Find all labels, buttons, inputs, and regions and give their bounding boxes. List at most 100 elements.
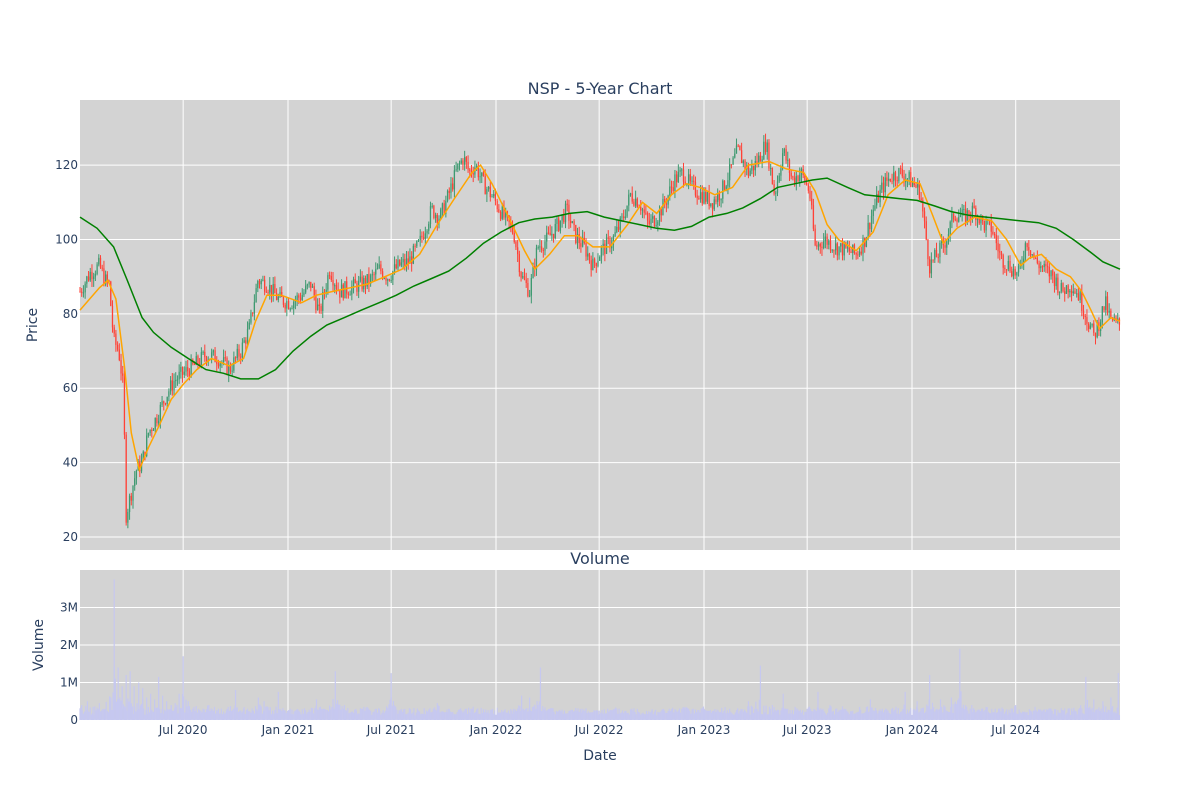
- candle-body: [397, 259, 399, 269]
- candle-body: [1040, 266, 1042, 269]
- candle-body: [103, 268, 105, 285]
- candle-body: [674, 174, 676, 191]
- candle-body: [525, 279, 527, 284]
- volume-bar: [251, 708, 253, 720]
- candle-body: [222, 357, 225, 363]
- volume-bar: [495, 714, 497, 720]
- volume-bar: [504, 709, 506, 720]
- volume-bar: [414, 715, 416, 720]
- volume-bar: [417, 710, 420, 720]
- candle-body: [240, 356, 242, 358]
- volume-bar: [1068, 708, 1070, 720]
- candle-body: [756, 161, 758, 165]
- volume-bar: [947, 711, 950, 720]
- candle-body: [718, 193, 721, 201]
- volume-bar: [416, 708, 418, 720]
- candle-body: [1007, 260, 1009, 270]
- volume-bar: [800, 712, 803, 720]
- price-plot-area[interactable]: [80, 100, 1120, 550]
- volume-bar: [1106, 712, 1108, 720]
- volume-bar: [398, 710, 400, 720]
- volume-bar: [943, 705, 945, 720]
- candle-body: [636, 198, 638, 207]
- volume-bar: [969, 708, 971, 720]
- candle-body: [823, 241, 825, 249]
- volume-bar: [715, 711, 717, 720]
- candle-body: [833, 250, 835, 252]
- candle-body: [652, 216, 654, 219]
- volume-bar: [709, 710, 711, 720]
- volume-bar: [939, 699, 942, 720]
- volume-bar: [1070, 708, 1073, 720]
- candle-body: [301, 295, 303, 301]
- volume-bar: [1066, 712, 1068, 720]
- candle-body: [811, 198, 813, 206]
- candle-body: [458, 163, 461, 165]
- candle-body: [646, 213, 649, 221]
- candle-body: [788, 159, 791, 173]
- volume-bar: [357, 713, 359, 720]
- volume-bar: [971, 705, 973, 720]
- candle-body: [744, 160, 746, 170]
- volume-bar: [861, 713, 863, 720]
- volume-bar: [1010, 708, 1012, 720]
- candle-body: [204, 351, 206, 358]
- volume-bar: [476, 709, 478, 720]
- candle-body: [999, 251, 1001, 253]
- candle-body: [434, 214, 437, 218]
- candle-body: [768, 142, 770, 169]
- candle-body: [546, 232, 548, 242]
- volume-bar: [1094, 710, 1097, 720]
- volume-bars: [79, 579, 1121, 720]
- volume-bar: [279, 709, 282, 720]
- candle-body: [248, 322, 250, 329]
- candle-body: [98, 257, 100, 265]
- candle-body: [431, 205, 433, 207]
- volume-bar: [129, 671, 131, 720]
- volume-bar: [746, 712, 748, 720]
- volume-bar: [301, 709, 303, 720]
- candle-body: [722, 180, 724, 199]
- volume-bar: [856, 712, 858, 720]
- candle-body: [214, 350, 216, 363]
- candle-body: [426, 230, 428, 234]
- candle-body: [978, 216, 980, 224]
- volume-bar: [372, 712, 374, 720]
- volume-bar: [688, 708, 690, 720]
- volume-bar: [898, 713, 901, 720]
- volume-bar: [852, 710, 854, 720]
- volume-bar: [177, 713, 179, 720]
- candle-body: [318, 304, 320, 307]
- volume-bar: [763, 705, 765, 720]
- candle-body: [540, 246, 543, 250]
- volume-bar: [229, 706, 232, 720]
- candle-body: [373, 274, 375, 276]
- volume-bar: [139, 705, 142, 720]
- volume-bar: [85, 705, 87, 720]
- candle-body: [669, 186, 671, 196]
- volume-bar: [693, 713, 695, 720]
- volume-bar: [653, 711, 656, 720]
- volume-bar: [644, 714, 646, 720]
- volume-bar: [732, 714, 734, 720]
- volume-bar: [334, 671, 336, 720]
- candle-body: [183, 371, 185, 375]
- volume-bar: [322, 708, 324, 720]
- volume-bar: [877, 713, 879, 720]
- volume-bar: [966, 706, 968, 720]
- candle-body: [487, 186, 490, 190]
- candle-body: [795, 176, 797, 184]
- volume-bar: [408, 708, 410, 720]
- volume-bar: [300, 714, 302, 720]
- volume-bar: [195, 706, 197, 720]
- candle-body: [896, 180, 898, 182]
- volume-bar: [713, 710, 715, 720]
- volume-bar: [159, 708, 161, 720]
- candle-body: [739, 145, 741, 151]
- candle-body: [328, 275, 331, 277]
- candle-body: [390, 280, 392, 282]
- volume-bar: [944, 706, 946, 720]
- volume-bar: [730, 711, 732, 720]
- candle-body: [631, 193, 633, 202]
- volume-bar: [482, 710, 485, 720]
